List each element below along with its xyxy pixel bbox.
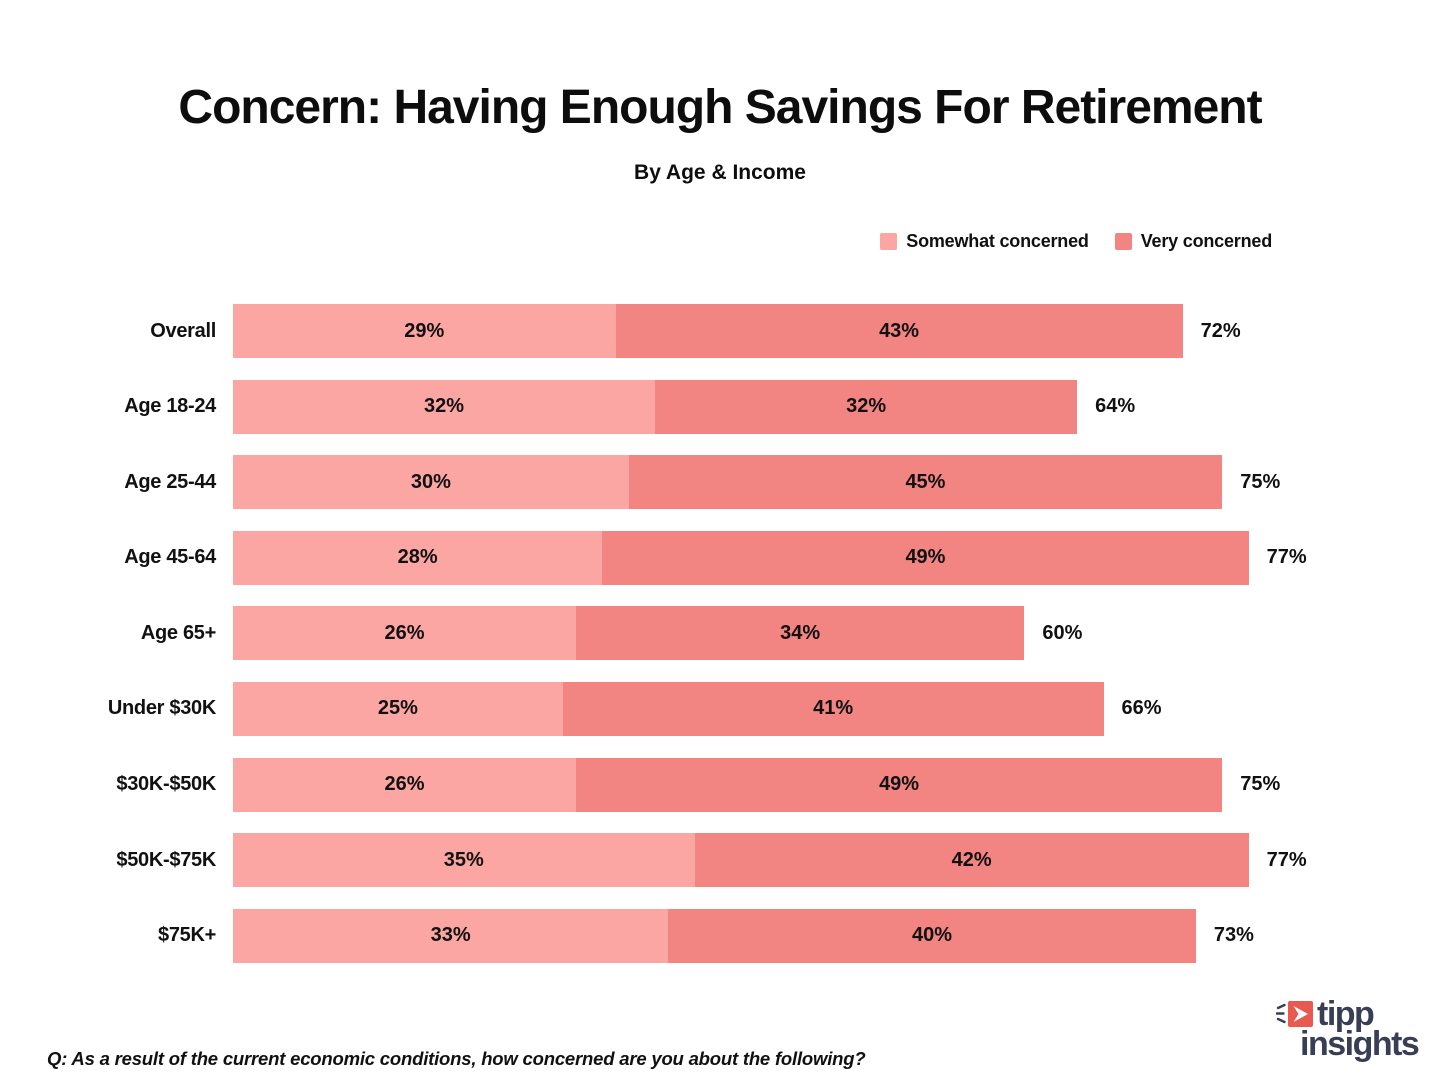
segment-value-label: 45% xyxy=(905,470,946,493)
bar-segment-somewhat-concerned: 35% xyxy=(233,833,695,888)
bar-total-label: 77% xyxy=(1266,546,1307,569)
chart-subtitle: By Age & Income xyxy=(634,161,806,184)
bar-segment-very-concerned: 32% xyxy=(655,379,1078,434)
row-label: Age 25-44 xyxy=(124,470,216,493)
bar: 29% 43% xyxy=(233,304,1183,358)
bar-total-label: 75% xyxy=(1240,773,1281,796)
bar-total-label: 64% xyxy=(1095,395,1136,418)
segment-value-label: 42% xyxy=(951,848,992,871)
bar-total-label: 75% xyxy=(1240,470,1281,493)
legend-item-somewhat-concerned: Somewhat concerned xyxy=(880,231,1089,252)
bar-segment-very-concerned: 45% xyxy=(628,455,1223,510)
bar-total-label: 60% xyxy=(1042,621,1083,644)
bar: 35% 42% xyxy=(233,833,1249,888)
row-label: Age 18-24 xyxy=(124,395,216,418)
row-label: Overall xyxy=(150,319,216,342)
segment-value-label: 28% xyxy=(397,546,438,569)
bar-segment-somewhat-concerned: 26% xyxy=(233,757,576,812)
logo-text-insights: insights xyxy=(1300,1025,1420,1063)
bar-segment-very-concerned: 41% xyxy=(562,681,1104,736)
segment-value-label: 32% xyxy=(846,395,887,418)
chart-row: Age 65+ 26% 34% 60% xyxy=(0,606,1440,661)
bar-segment-somewhat-concerned: 29% xyxy=(233,304,616,358)
row-label: Age 65+ xyxy=(140,621,216,644)
segment-value-label: 33% xyxy=(430,924,471,947)
segment-value-label: 41% xyxy=(813,697,854,720)
chart-row: $50K-$75K 35% 42% 77% xyxy=(0,833,1440,888)
bar: 28% 49% xyxy=(233,530,1249,585)
logo-text-tipp: tipp xyxy=(1317,995,1375,1033)
footer-question: Q: As a result of the current economic c… xyxy=(47,1048,866,1069)
bar: 33% 40% xyxy=(233,908,1196,963)
chart-title: Concern: Having Enough Savings For Retir… xyxy=(178,81,1262,134)
bar: 32% 32% xyxy=(233,379,1078,434)
segment-value-label: 29% xyxy=(404,319,445,342)
chart-row: $30K-$50K 26% 49% 75% xyxy=(0,757,1440,812)
segment-value-label: 32% xyxy=(424,395,465,418)
row-label: Under $30K xyxy=(107,697,216,720)
segment-value-label: 34% xyxy=(780,621,821,644)
legend-swatch xyxy=(880,233,898,250)
row-label: $75K+ xyxy=(158,924,216,947)
segment-value-label: 49% xyxy=(905,546,946,569)
bar-segment-somewhat-concerned: 26% xyxy=(233,606,576,661)
bar-total-label: 66% xyxy=(1121,697,1162,720)
logo-burst-icon xyxy=(1276,1000,1313,1027)
segment-value-label: 43% xyxy=(879,319,920,342)
bar-segment-somewhat-concerned: 32% xyxy=(233,379,656,434)
bar: 30% 45% xyxy=(233,455,1223,510)
footer: Q: As a result of the current economic c… xyxy=(47,991,1095,1080)
bar-segment-very-concerned: 42% xyxy=(694,833,1249,888)
bar-segment-somewhat-concerned: 28% xyxy=(233,530,603,585)
segment-value-label: 25% xyxy=(377,697,418,720)
bar-segment-very-concerned: 49% xyxy=(602,530,1249,585)
chart-row: Age 25-44 30% 45% 75% xyxy=(0,455,1440,510)
bar-segment-very-concerned: 43% xyxy=(615,304,1183,358)
segment-value-label: 35% xyxy=(443,848,484,871)
legend-swatch xyxy=(1114,233,1132,250)
segment-value-label: 26% xyxy=(384,773,425,796)
segment-value-label: 30% xyxy=(410,470,451,493)
bar: 25% 41% xyxy=(233,681,1104,736)
row-label: Age 45-64 xyxy=(124,546,216,569)
bar: 26% 34% xyxy=(233,606,1025,661)
bar-segment-very-concerned: 34% xyxy=(575,606,1025,661)
legend: Somewhat concerned Very concerned xyxy=(880,231,1272,252)
row-label: $30K-$50K xyxy=(116,773,216,796)
tipp-insights-logo: tipp insights xyxy=(1276,995,1420,1063)
chart-row: Age 18-24 32% 32% 64% xyxy=(0,379,1440,434)
legend-label: Very concerned xyxy=(1140,231,1272,251)
bar-segment-very-concerned: 49% xyxy=(575,757,1223,812)
legend-item-very-concerned: Very concerned xyxy=(1114,231,1272,252)
bar-segment-somewhat-concerned: 30% xyxy=(233,455,629,510)
chart-row: Overall 29% 43% 72% xyxy=(0,304,1440,358)
bar-total-label: 73% xyxy=(1213,924,1254,947)
chart-row: $75K+ 33% 40% 73% xyxy=(0,908,1440,963)
chart-row: Under $30K 25% 41% 66% xyxy=(0,681,1440,736)
bar-total-label: 77% xyxy=(1266,848,1307,871)
bar: 26% 49% xyxy=(233,757,1223,812)
bar-segment-very-concerned: 40% xyxy=(668,908,1196,963)
segment-value-label: 26% xyxy=(384,621,425,644)
row-label: $50K-$75K xyxy=(116,848,216,871)
bar-segment-somewhat-concerned: 25% xyxy=(233,681,563,736)
segment-value-label: 40% xyxy=(912,924,953,947)
bar-segment-somewhat-concerned: 33% xyxy=(233,908,669,963)
chart-row: Age 45-64 28% 49% 77% xyxy=(0,530,1440,585)
segment-value-label: 49% xyxy=(879,773,920,796)
bar-total-label: 72% xyxy=(1200,319,1241,342)
legend-label: Somewhat concerned xyxy=(906,231,1089,251)
stacked-bar-chart: Overall 29% 43% 72% Age 18-24 32% 32% 64% Age 25… xyxy=(0,304,1440,984)
